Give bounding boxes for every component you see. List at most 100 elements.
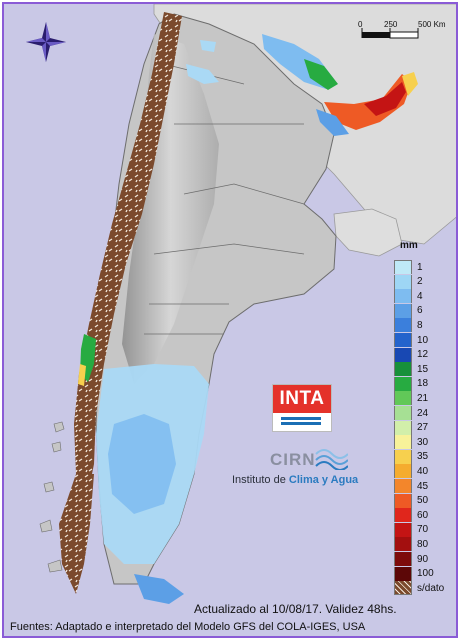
precip-patagonia-mid [108,414,176,514]
legend-swatch [394,303,412,318]
water-drop-icon [315,449,348,470]
no-data-andes-strip [74,12,182,514]
legend-label: 27 [417,422,429,434]
legend-item: 1 [394,260,423,274]
precip-misiones-yellow [402,72,418,96]
legend-item: 100 [394,566,434,581]
legend-swatch [394,362,412,377]
precip-small-lakes [186,64,219,84]
legend-item: 50 [394,493,429,508]
legend-label: 90 [417,553,429,565]
legend-swatch [394,318,412,333]
legend-label: s/dato [417,582,445,594]
legend-swatch [394,260,412,274]
legend-swatch [394,479,412,493]
north-compass-icon [26,22,66,62]
legend-swatch [394,391,412,406]
legend-item: 12 [394,347,429,362]
legend-item: 15 [394,362,429,377]
uruguay-land [333,208,403,257]
legend-swatch [394,274,412,289]
legend-swatch [394,464,412,479]
legend-label: 21 [417,392,429,404]
cirn-logo: CIRN [270,450,316,469]
legend-label: 18 [417,378,429,390]
legend-swatch [394,435,412,450]
legend-item: 80 [394,537,429,552]
sources-note: Fuentes: Adaptado e interpretado del Mod… [10,621,366,633]
legend-swatch [394,420,412,435]
legend-swatch [394,537,412,552]
legend-label: 12 [417,349,429,361]
precipitation-map [26,4,456,604]
legend-label: 40 [417,465,429,477]
legend-item: 18 [394,376,429,391]
legend-label: 100 [417,568,434,580]
legend-label: 80 [417,538,429,550]
legend-swatch [394,522,412,537]
legend-item: 27 [394,420,429,435]
legend-label: 15 [417,363,429,375]
legend-label: 10 [417,334,429,346]
scale-label-0: 0 [358,20,363,29]
precip-coast-chile-yellow [78,364,86,386]
legend-label: 70 [417,524,429,536]
legend-swatch [394,333,412,347]
legend-label: 4 [417,290,423,302]
precip-small-north [200,40,216,52]
legend-item: 6 [394,303,423,318]
legend-label: 8 [417,319,423,331]
legend-swatch [394,508,412,523]
legend-item: 70 [394,522,429,537]
institute-prefix: Instituto de [232,474,286,486]
legend-swatch [394,289,412,304]
inta-logo: INTA [272,384,332,432]
scale-label-500: 500 Km [418,20,446,29]
legend-item: 2 [394,274,423,289]
legend-label: 2 [417,276,423,288]
legend-swatch [394,406,412,420]
legend-swatch [394,449,412,464]
legend-item: 10 [394,333,428,347]
precip-tierra-del-fuego [134,574,184,604]
legend-item: 60 [394,508,429,523]
updated-note: Actualizado al 10/08/17. Validez 48hs. [194,602,397,616]
scale-bar [361,28,419,39]
institute-name: Instituto de Clima y Agua [232,474,358,486]
legend-item: 8 [394,318,423,333]
precip-northeast-heavy [324,74,412,130]
legend-item: 21 [394,391,429,406]
precip-northeast-blue [316,109,349,136]
legend-label: 35 [417,451,429,463]
legend-swatch [394,552,412,566]
inta-logo-lines [281,417,321,425]
inta-logo-text: INTA [273,385,331,413]
legend-swatch [394,566,412,581]
legend-item: 30 [394,435,429,450]
legend-item: 4 [394,289,423,304]
institute-highlight: Clima y Agua [288,474,359,486]
legend-unit: mm [400,240,418,251]
legend-swatch [394,376,412,391]
legend-item: 35 [394,449,429,464]
legend-label: 1 [417,261,423,273]
precip-northeast-core [364,82,406,116]
legend-label: 45 [417,480,429,492]
legend-item: 40 [394,464,429,479]
legend-swatch [394,493,412,508]
precip-north-band-green [304,59,338,90]
no-data-patagonia-strip [59,474,94,594]
legend-label: 30 [417,436,429,448]
legend-swatch [394,581,412,596]
legend-label: 60 [417,509,429,521]
legend-item: 45 [394,479,428,493]
legend-item: s/dato [394,581,445,596]
legend-label: 6 [417,305,423,317]
legend-item: 24 [394,406,428,420]
pacific-islands [39,421,65,573]
legend-item: 90 [394,552,428,566]
legend-label: 24 [417,407,429,419]
legend-label: 50 [417,495,429,507]
legend-swatch [394,347,412,362]
